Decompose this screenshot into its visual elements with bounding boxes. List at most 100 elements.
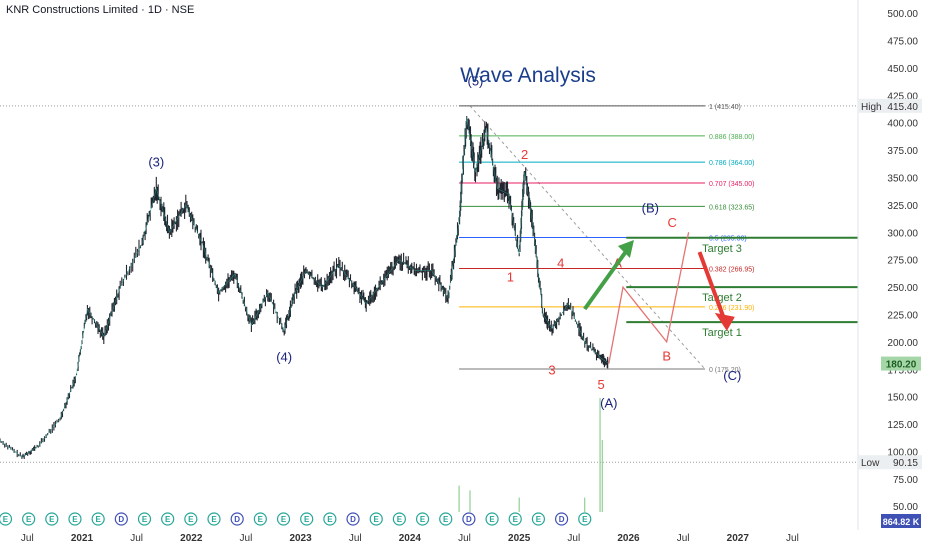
event-marker[interactable] [323,512,337,526]
fib-level-label: 0.382 (266.95) [709,267,755,274]
fib-level-label: 0.5 (295.30) [709,235,747,242]
event-marker[interactable] [300,512,314,526]
event-marker[interactable] [0,512,13,526]
x-tick-label: Jul [458,533,471,544]
projection-layer [583,232,735,364]
event-marker[interactable] [346,512,360,526]
y-tick-label: 50.00 [893,502,918,513]
chart-title: Wave Analysis [460,64,596,87]
y-tick-label: 450.00 [887,64,918,75]
bearish-arrow-shaft [697,251,727,322]
fib-level-label: 0.707 (345.00) [709,181,755,188]
wave-label: B [662,349,671,364]
wave-label: 5 [598,377,605,392]
event-marker[interactable] [22,512,36,526]
y-tick-label: 100.00 [887,447,918,458]
event-marker[interactable] [578,512,592,526]
event-marker[interactable] [230,512,244,526]
event-marker[interactable] [184,512,198,526]
event-marker[interactable] [45,512,59,526]
wave-label: (3) [148,155,164,170]
event-marker-letter: E [582,515,588,524]
event-marker[interactable] [207,512,221,526]
event-marker[interactable] [91,512,105,526]
y-tick-label: 75.00 [893,475,918,486]
event-marker[interactable] [137,512,152,526]
wave-label: (A) [600,396,617,411]
x-tick-label: 2025 [508,533,531,544]
event-marker-letter: D [234,515,240,524]
event-marker[interactable] [276,512,291,526]
high-tag-value: 415.40 [887,102,918,113]
x-tick-label: 2023 [289,533,312,544]
x-tick-label: 2021 [71,533,94,544]
event-marker[interactable] [253,512,267,526]
event-marker[interactable] [415,512,430,526]
x-tick-label: Jul [786,533,799,544]
event-marker-letter: E [374,515,380,524]
x-tick-label: Jul [349,533,362,544]
target-label: Target 2 [702,292,742,304]
event-marker[interactable] [462,512,476,526]
symbol-title: KNR Constructions Limited · 1D · NSE [6,4,195,16]
x-tick-label: 2027 [727,533,750,544]
event-marker-letter: E [258,515,264,524]
bullish-arrow-shaft [583,244,632,311]
fib-level-label: 0.618 (323.65) [709,204,755,211]
event-marker-letter: E [165,515,171,524]
event-marker[interactable] [369,512,383,526]
fib-level-label: 0.786 (364.00) [709,160,755,167]
event-marker[interactable] [508,512,522,526]
wave-label: C [667,215,676,230]
y-tick-label: 350.00 [887,174,918,185]
event-marker-letter: E [420,515,426,524]
event-marker-letter: E [3,515,9,524]
price-series [0,116,609,459]
x-tick-label: Jul [130,533,143,544]
y-tick-label: 500.00 [887,9,918,20]
event-marker[interactable] [531,512,546,526]
y-tick-label: 125.00 [887,420,918,431]
abc-projection-path [608,232,690,364]
event-marker-letter: D [350,515,356,524]
wave-label: (4) [276,350,292,365]
event-marker[interactable] [114,512,128,526]
y-tick-label: 225.00 [887,310,918,321]
target-label: Target 1 [702,327,742,339]
x-tick-label: 2026 [617,533,640,544]
price-wicks [0,116,609,459]
event-marker[interactable] [161,512,175,526]
y-tick-label: 200.00 [887,338,918,349]
x-tick-label: Jul [21,533,34,544]
grid-layer [0,105,858,463]
wave-label: (C) [723,368,741,383]
y-tick-label: 475.00 [887,37,918,48]
low-tag [858,455,922,470]
fib-level-label: 1 (415.40) [709,104,741,111]
y-tick-label: 425.00 [887,91,918,102]
price-close-line [0,117,609,458]
event-marker[interactable] [554,512,569,526]
y-tick-label: 275.00 [887,256,918,267]
wave-label: (B) [642,201,659,216]
event-marker[interactable] [68,512,82,526]
event-marker-letter: E [188,515,194,524]
x-tick-label: Jul [677,533,690,544]
event-marker[interactable] [439,512,453,526]
event-marker-letter: E [281,515,287,524]
fibonacci-retracement: 1 (415.40) 0.886 (388.00) 0.786 (364.00) 0.… [459,104,755,374]
event-marker[interactable] [485,512,499,526]
wave-label: 1 [507,270,514,285]
event-marker-letter: E [489,515,495,524]
high-tag [858,98,922,113]
high-tag-label: High [861,102,882,113]
event-marker-letter: E [95,515,101,524]
low-tag-label: Low [861,458,880,469]
event-marker[interactable] [392,512,406,526]
time-axis: Jul 2021 Jul 2022 Jul 2023 Jul 2024 Jul 2025 Jul 20… [21,533,799,544]
price-axis: 50.00 75.00 100.00 125.00 150.00 175.00 200.00… [857,0,932,550]
bullish-arrow-head [617,239,634,258]
